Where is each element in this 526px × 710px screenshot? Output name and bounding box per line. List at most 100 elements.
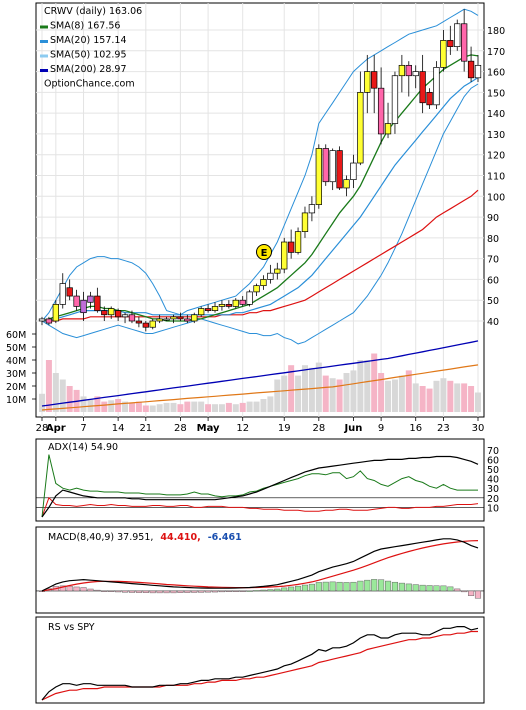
candle-body — [101, 310, 108, 316]
candle-body — [142, 322, 149, 328]
macd-histogram-bar — [87, 588, 94, 592]
adx-line — [41, 455, 479, 518]
legend-label: SMA(8) 167.56 — [50, 21, 120, 32]
volume-bar — [52, 373, 59, 412]
candle-body — [391, 75, 399, 124]
macd-histogram-bar — [253, 590, 260, 592]
candle-body — [52, 304, 59, 322]
volume-bar — [468, 386, 475, 412]
volume-bar — [239, 402, 246, 412]
volume-bar — [426, 388, 433, 412]
volume-bar — [385, 380, 392, 412]
volume-bar — [177, 404, 184, 412]
volume-tick-label: 50M — [6, 343, 26, 354]
adx-tick-label: 10 — [487, 503, 499, 514]
candle-body — [108, 308, 115, 316]
candle-body — [128, 314, 136, 322]
macd-line — [41, 538, 479, 592]
macd-histogram-bar — [329, 581, 336, 592]
macd-histogram-bar — [239, 590, 246, 592]
candle-body — [419, 71, 426, 104]
macd-histogram-bar — [149, 590, 156, 594]
macd-histogram-bar — [225, 590, 232, 592]
volume-bar — [433, 380, 440, 412]
sma50-red-line — [42, 189, 479, 322]
volume-bar — [329, 378, 336, 412]
rs-average-line — [41, 630, 478, 701]
macd-histogram-bar — [315, 582, 322, 592]
legend-label: SMA(200) 28.97 — [50, 64, 127, 75]
volume-bar — [101, 401, 108, 412]
candle-body — [412, 71, 419, 77]
macd-histogram-bar — [59, 585, 66, 592]
date-tick-label: 9 — [378, 423, 384, 434]
volume-bar — [336, 379, 343, 412]
rs-legend: RS vs SPY — [48, 622, 95, 633]
volume-tick-label: 30M — [6, 369, 26, 380]
volume-bar — [440, 378, 447, 412]
macd-panel — [35, 526, 485, 614]
bollinger-upper-line — [41, 8, 479, 322]
candle-body — [149, 320, 156, 328]
volume-bar — [281, 375, 288, 412]
candle-body — [191, 314, 198, 322]
candle-body — [364, 71, 371, 93]
macd-histogram-bar — [357, 580, 364, 592]
volume-bar — [218, 404, 225, 412]
candle-body — [357, 92, 364, 164]
candle-body — [433, 67, 440, 106]
legend-swatch — [40, 40, 48, 43]
price-tick-label: 50 — [487, 296, 499, 307]
volume-bar — [163, 402, 170, 412]
volume-bar — [398, 375, 405, 412]
macd-hist-value: -6.461 — [208, 532, 242, 543]
macd-histogram-bar — [447, 586, 454, 592]
macd-histogram-bar — [163, 590, 170, 594]
volume-bar — [322, 375, 329, 412]
legend-label: CRWV (daily) 163.06 — [44, 6, 142, 17]
price-tick-label: 170 — [487, 47, 505, 58]
macd-histogram-bar — [288, 586, 295, 592]
price-lines — [41, 8, 479, 411]
date-tick-label: 28 — [174, 423, 187, 434]
volume-bar — [225, 402, 232, 412]
candle-body — [384, 123, 392, 135]
volume-bar — [142, 405, 149, 412]
volume-bar — [391, 379, 398, 412]
candle-body — [426, 92, 433, 106]
candle-body — [135, 320, 143, 324]
macd-histogram-bar — [38, 590, 46, 592]
date-tick-label: 21 — [139, 423, 152, 434]
adx-tick-label: 60 — [487, 455, 499, 466]
candle-body — [301, 212, 309, 232]
macd-histogram-bar — [371, 579, 378, 592]
price-tick-label: 40 — [487, 317, 499, 328]
macd-histogram-bar — [218, 590, 225, 593]
candle-body — [121, 314, 129, 318]
adx-plus-di-line — [41, 454, 478, 518]
candle-body — [343, 179, 350, 189]
macd-histogram-bar — [461, 590, 468, 593]
macd-lines — [36, 538, 484, 599]
macd-histogram-bar — [198, 590, 205, 593]
price-grid — [36, 3, 484, 417]
volume-bar — [59, 379, 66, 412]
candle-body — [156, 318, 163, 322]
date-tick-label: 16 — [409, 423, 422, 434]
volume-bar — [246, 401, 253, 412]
macd-histogram-bar — [433, 585, 440, 592]
volume-tick-label: 20M — [6, 382, 26, 393]
macd-histogram-bar — [115, 590, 122, 593]
volume-bar — [447, 380, 454, 412]
macd-histogram-bar — [308, 583, 315, 592]
candle-body — [398, 64, 406, 77]
macd-histogram-bar — [142, 590, 149, 593]
price-tick-label: 120 — [487, 151, 505, 162]
candle-body — [253, 285, 260, 293]
volume-bar — [198, 401, 205, 412]
sma20-line — [42, 76, 479, 322]
volume-bar — [212, 404, 219, 412]
price-tick-label: 100 — [487, 192, 505, 203]
candle-body — [198, 308, 205, 316]
volume-bar — [419, 386, 426, 412]
